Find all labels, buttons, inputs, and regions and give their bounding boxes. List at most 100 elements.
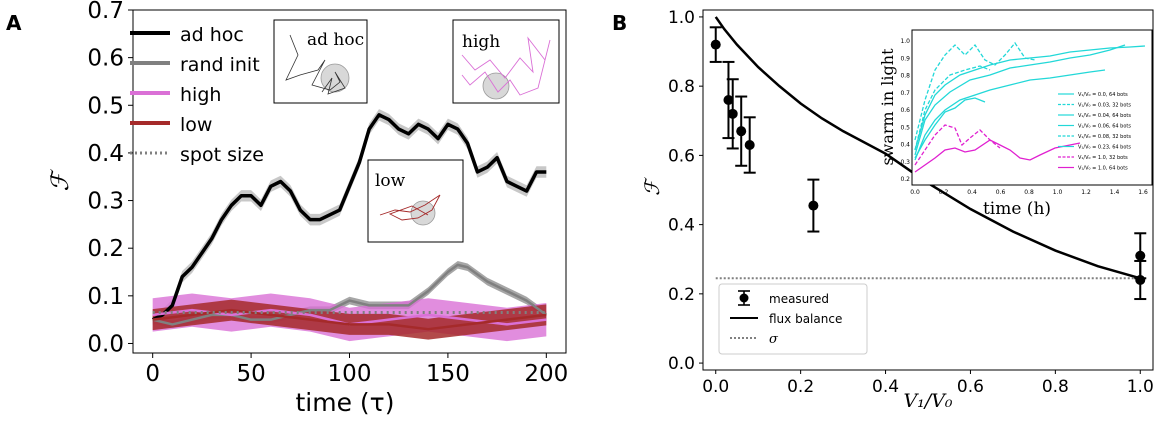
panel-a-x-tick-label: 100	[328, 361, 372, 387]
legend-label-measured: measured	[769, 292, 829, 306]
panel-b-y-ticks: 0.0 0.2 0.4 0.6 0.8 1.0	[668, 8, 703, 374]
panel-b-x-tick-label: 1.0	[1127, 377, 1154, 397]
series-ad-hoc-band	[152, 109, 547, 326]
panel-a-y-tick-label: 0.0	[87, 331, 124, 357]
inset-high-trajectory	[461, 36, 551, 96]
inset-x-tick-label: 0.0	[910, 189, 920, 196]
legend-label-low: low	[180, 114, 212, 136]
measured-point	[736, 126, 747, 137]
inset-ad-hoc-trajectory	[285, 34, 346, 95]
panel-a-x-axis-label: time (τ)	[296, 388, 395, 417]
panel-b-inset: 0.20.30.40.50.60.70.80.91.0 0.0 0.2 0.4 0.6…	[878, 29, 1153, 219]
panel-b-legend: measured flux balance σ	[718, 283, 868, 355]
inset-curve-cyan-1	[914, 45, 1146, 151]
inset-x-tick-label: 1.2	[1081, 189, 1091, 196]
inset-legend-label: V₁/V₀ = 0.03, 32 bots	[1078, 103, 1131, 109]
panel-b-legend-frame	[718, 283, 868, 355]
inset-curve-cyan-6	[914, 97, 986, 159]
inset-legend-label: V₁/V₀ = 0.23, 64 bots	[1078, 145, 1131, 151]
panel-a-x-tick-label: 200	[524, 361, 568, 387]
inset-low-spot	[410, 200, 436, 226]
legend-label-spot-size: spot size	[180, 144, 264, 166]
inset-legend-label: V₁/V₀ = 0.0, 64 bots	[1078, 92, 1128, 98]
inset-low-trajectory	[379, 194, 441, 221]
panel-a-y-tick-label: 0.5	[87, 93, 124, 119]
inset-legend-label: V₁/V₀ = 0.04, 64 bots	[1078, 113, 1131, 119]
panel-b-y-tick-label: 0.0	[668, 354, 695, 374]
inset-legend-label: V₁/V₀ = 1.0, 32 bots	[1078, 155, 1128, 161]
panel-a-y-tick-label: 0.3	[87, 189, 124, 215]
panel-a-x-ticks: 0 50 100 150 200	[145, 353, 568, 387]
inset-x-tick-label: 0.4	[967, 189, 977, 196]
inset-high-label: high	[462, 32, 500, 52]
panel-a-y-tick-label: 0.4	[87, 141, 124, 167]
panel-a-y-tick-label: 0.7	[87, 0, 124, 24]
inset-x-tick-label: 0.6	[996, 189, 1006, 196]
inset-y-tick-label: 0.2	[900, 176, 910, 183]
panel-b-x-tick-label: 0.8	[1042, 377, 1069, 397]
inset-ad-hoc: ad hoc	[273, 19, 368, 104]
panel-a-y-ticks: 0.0 0.1 0.2 0.3 0.4 0.5 0.6 0.7	[87, 0, 133, 357]
inset-curve-cyan-2	[914, 41, 1036, 141]
panel-label-b: B	[612, 11, 627, 35]
panel-a-y-axis-label: ℱ	[46, 168, 74, 191]
inset-y-tick-label: 0.4	[900, 142, 910, 149]
inset-y-tick-label: 1.0	[900, 38, 910, 45]
panel-a-y-tick-label: 0.2	[87, 236, 124, 262]
panel-b-frame	[702, 9, 1154, 371]
measured-point	[808, 200, 819, 211]
inset-y-tick-label: 0.3	[900, 159, 910, 166]
inset-y-tick-label: 0.8	[900, 73, 910, 80]
inset-y-ticks: 0.2 0.3 0.4 0.5 0.6 0.7 0.8 0.9 1.0	[900, 38, 910, 183]
inset-low: low	[367, 159, 464, 243]
legend-label-flux-balance: flux balance	[769, 312, 842, 326]
measured-point	[744, 140, 755, 150]
panel-b-x-ticks: 0.0 0.2 0.4 0.6 0.8 1.0	[702, 370, 1154, 397]
panel-a-legend: ad hoc rand init high low spot size	[130, 24, 264, 166]
inset-legend-label: V₁/V₀ = 1.0, 64 bots	[1078, 166, 1128, 172]
panel-a-x-tick-label: 0	[145, 361, 160, 387]
inset-y-tick-label: 0.7	[900, 90, 910, 97]
inset-x-ticks: 0.0 0.2 0.4 0.6 0.8 1.0 1.2 1.4 1.6	[910, 189, 1148, 196]
legend-label-ad-hoc: ad hoc	[180, 24, 244, 46]
panel-a-y-tick-label: 0.1	[87, 284, 124, 310]
measured-point	[723, 95, 734, 105]
panel-b-y-tick-label: 0.2	[668, 285, 695, 305]
inset-low-label: low	[375, 171, 406, 191]
measured-point	[727, 108, 738, 119]
inset-legend-label: V₁/V₀ = 0.06, 64 bots	[1078, 124, 1131, 130]
inset-curve-cyan-3	[914, 44, 1126, 156]
inset-y-axis-label: swarm in light	[878, 48, 897, 166]
legend-label-rand-init: rand init	[180, 54, 260, 76]
panel-b-x-axis-label: V₁/V₀	[903, 390, 952, 412]
inset-high: high	[452, 19, 560, 104]
inset-curve-magenta	[914, 139, 1081, 173]
panel-a-chart: 0.0 0.1 0.2 0.3 0.4 0.5 0.6 0.7 0 50 100 150 200 ad…	[46, 0, 568, 417]
panel-a-x-tick-label: 50	[236, 361, 265, 387]
inset-ad-hoc-label: ad hoc	[307, 30, 364, 50]
measured-point	[710, 39, 721, 50]
panel-b-y-axis-label: ℱ	[640, 177, 664, 196]
series-low-line	[152, 308, 547, 331]
inset-curves	[914, 41, 1146, 173]
legend-label-sigma: σ	[769, 332, 779, 347]
series-low-band	[152, 299, 547, 340]
panel-b-y-tick-label: 0.6	[668, 146, 695, 166]
panel-b-y-tick-label: 1.0	[668, 8, 695, 28]
inset-curve-magenta-dashed	[914, 124, 1001, 166]
panel-b-x-tick-label: 0.4	[872, 377, 899, 397]
inset-x-tick-label: 1.4	[1110, 189, 1120, 196]
inset-curve-cyan-5	[914, 65, 991, 151]
panel-b-x-tick-label: 0.0	[702, 377, 729, 397]
inset-x-axis-label: time (h)	[983, 199, 1051, 219]
measured-point	[1135, 275, 1146, 285]
panel-label-a: A	[6, 11, 22, 35]
panel-b-chart: 0.00.20.40.60.81.0 0.0 0.2 0.4 0.6 0.8 1.0 0.…	[640, 8, 1154, 412]
inset-ad-hoc-spot	[320, 63, 350, 93]
panel-b-x-tick-label: 0.2	[787, 377, 814, 397]
panel-b-points	[709, 26, 1147, 301]
inset-x-tick-label: 0.8	[1024, 189, 1034, 196]
panel-a-lines	[151, 113, 548, 331]
series-ad-hoc-line	[151, 113, 547, 322]
